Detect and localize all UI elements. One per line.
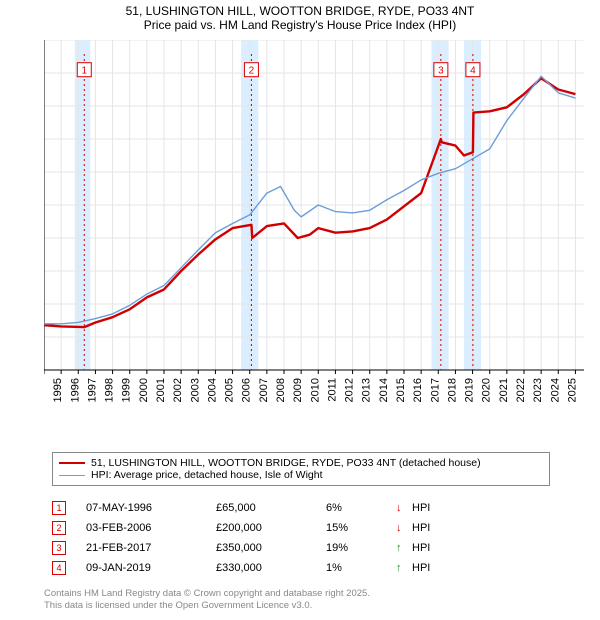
- svg-text:3: 3: [438, 65, 444, 76]
- event-row: 4 09-JAN-2019£330,0001%↑HPI: [44, 558, 584, 578]
- event-row: 3 21-FEB-2017£350,00019%↑HPI: [44, 538, 584, 558]
- chart-svg: £0£50K£100K£150K£200K£250K£300K£350K£400…: [44, 40, 584, 410]
- footer-line-2: This data is licensed under the Open Gov…: [44, 600, 370, 612]
- svg-text:1999: 1999: [121, 378, 133, 402]
- event-vs: HPI: [412, 542, 430, 554]
- event-percent: 6%: [326, 502, 396, 514]
- svg-text:2016: 2016: [412, 378, 424, 402]
- svg-text:2: 2: [249, 65, 255, 76]
- titles: 51, LUSHINGTON HILL, WOOTTON BRIDGE, RYD…: [0, 0, 600, 34]
- events-table: 107-MAY-1996£65,0006%↓HPI203-FEB-2006£20…: [44, 498, 584, 578]
- event-marker: 2: [52, 521, 66, 535]
- svg-text:2019: 2019: [464, 378, 476, 402]
- svg-text:2006: 2006: [241, 378, 253, 402]
- svg-text:2017: 2017: [429, 378, 441, 402]
- svg-text:2020: 2020: [481, 378, 493, 402]
- svg-text:2003: 2003: [189, 378, 201, 402]
- event-price: £350,000: [216, 542, 326, 554]
- arrow-up-icon: ↑: [396, 542, 412, 554]
- event-percent: 15%: [326, 522, 396, 534]
- title-subtitle: Price paid vs. HM Land Registry's House …: [0, 18, 600, 32]
- svg-text:2014: 2014: [378, 378, 390, 402]
- svg-text:1994: 1994: [44, 378, 47, 402]
- svg-text:1: 1: [82, 65, 88, 76]
- svg-text:2013: 2013: [361, 378, 373, 402]
- legend-row: HPI: Average price, detached house, Isle…: [59, 469, 543, 481]
- svg-text:2002: 2002: [172, 378, 184, 402]
- svg-text:2025: 2025: [566, 378, 578, 402]
- svg-text:2004: 2004: [206, 378, 218, 402]
- svg-text:2018: 2018: [446, 378, 458, 402]
- event-percent: 1%: [326, 562, 396, 574]
- svg-text:2022: 2022: [515, 378, 527, 402]
- footer: Contains HM Land Registry data © Crown c…: [44, 588, 370, 612]
- svg-text:2009: 2009: [292, 378, 304, 402]
- event-price: £330,000: [216, 562, 326, 574]
- event-vs: HPI: [412, 562, 430, 574]
- event-price: £200,000: [216, 522, 326, 534]
- event-date: 03-FEB-2006: [86, 522, 216, 534]
- event-vs: HPI: [412, 502, 430, 514]
- svg-text:2024: 2024: [549, 378, 561, 402]
- svg-text:2010: 2010: [309, 378, 321, 402]
- event-price: £65,000: [216, 502, 326, 514]
- svg-text:2001: 2001: [155, 378, 167, 402]
- event-marker: 1: [52, 501, 66, 515]
- svg-text:1996: 1996: [69, 378, 81, 402]
- svg-text:1997: 1997: [86, 378, 98, 402]
- legend-row: 51, LUSHINGTON HILL, WOOTTON BRIDGE, RYD…: [59, 457, 543, 469]
- svg-text:2000: 2000: [138, 378, 150, 402]
- svg-text:2005: 2005: [224, 378, 236, 402]
- legend-label: 51, LUSHINGTON HILL, WOOTTON BRIDGE, RYD…: [91, 457, 481, 469]
- svg-text:4: 4: [470, 65, 476, 76]
- event-row: 1 07-MAY-1996£65,0006%↓HPI: [44, 498, 584, 518]
- footer-line-1: Contains HM Land Registry data © Crown c…: [44, 588, 370, 600]
- svg-text:2012: 2012: [344, 378, 356, 402]
- arrow-down-icon: ↓: [396, 502, 412, 514]
- arrow-down-icon: ↓: [396, 522, 412, 534]
- chart-container: 51, LUSHINGTON HILL, WOOTTON BRIDGE, RYD…: [0, 0, 600, 620]
- event-marker: 3: [52, 541, 66, 555]
- svg-text:2007: 2007: [258, 378, 270, 402]
- svg-text:2011: 2011: [326, 378, 338, 402]
- arrow-up-icon: ↑: [396, 562, 412, 574]
- event-row: 2 03-FEB-2006£200,00015%↓HPI: [44, 518, 584, 538]
- event-percent: 19%: [326, 542, 396, 554]
- event-date: 09-JAN-2019: [86, 562, 216, 574]
- event-marker: 4: [52, 561, 66, 575]
- event-date: 21-FEB-2017: [86, 542, 216, 554]
- legend-swatch: [59, 475, 85, 476]
- svg-text:2008: 2008: [275, 378, 287, 402]
- legend-swatch: [59, 462, 85, 464]
- svg-text:2021: 2021: [498, 378, 510, 402]
- svg-text:2023: 2023: [532, 378, 544, 402]
- title-address: 51, LUSHINGTON HILL, WOOTTON BRIDGE, RYD…: [0, 4, 600, 18]
- legend-label: HPI: Average price, detached house, Isle…: [91, 469, 323, 481]
- event-date: 07-MAY-1996: [86, 502, 216, 514]
- chart-area: £0£50K£100K£150K£200K£250K£300K£350K£400…: [44, 40, 584, 410]
- event-vs: HPI: [412, 522, 430, 534]
- legend: 51, LUSHINGTON HILL, WOOTTON BRIDGE, RYD…: [52, 452, 550, 486]
- svg-text:1998: 1998: [104, 378, 116, 402]
- svg-text:2015: 2015: [395, 378, 407, 402]
- svg-text:1995: 1995: [52, 378, 64, 402]
